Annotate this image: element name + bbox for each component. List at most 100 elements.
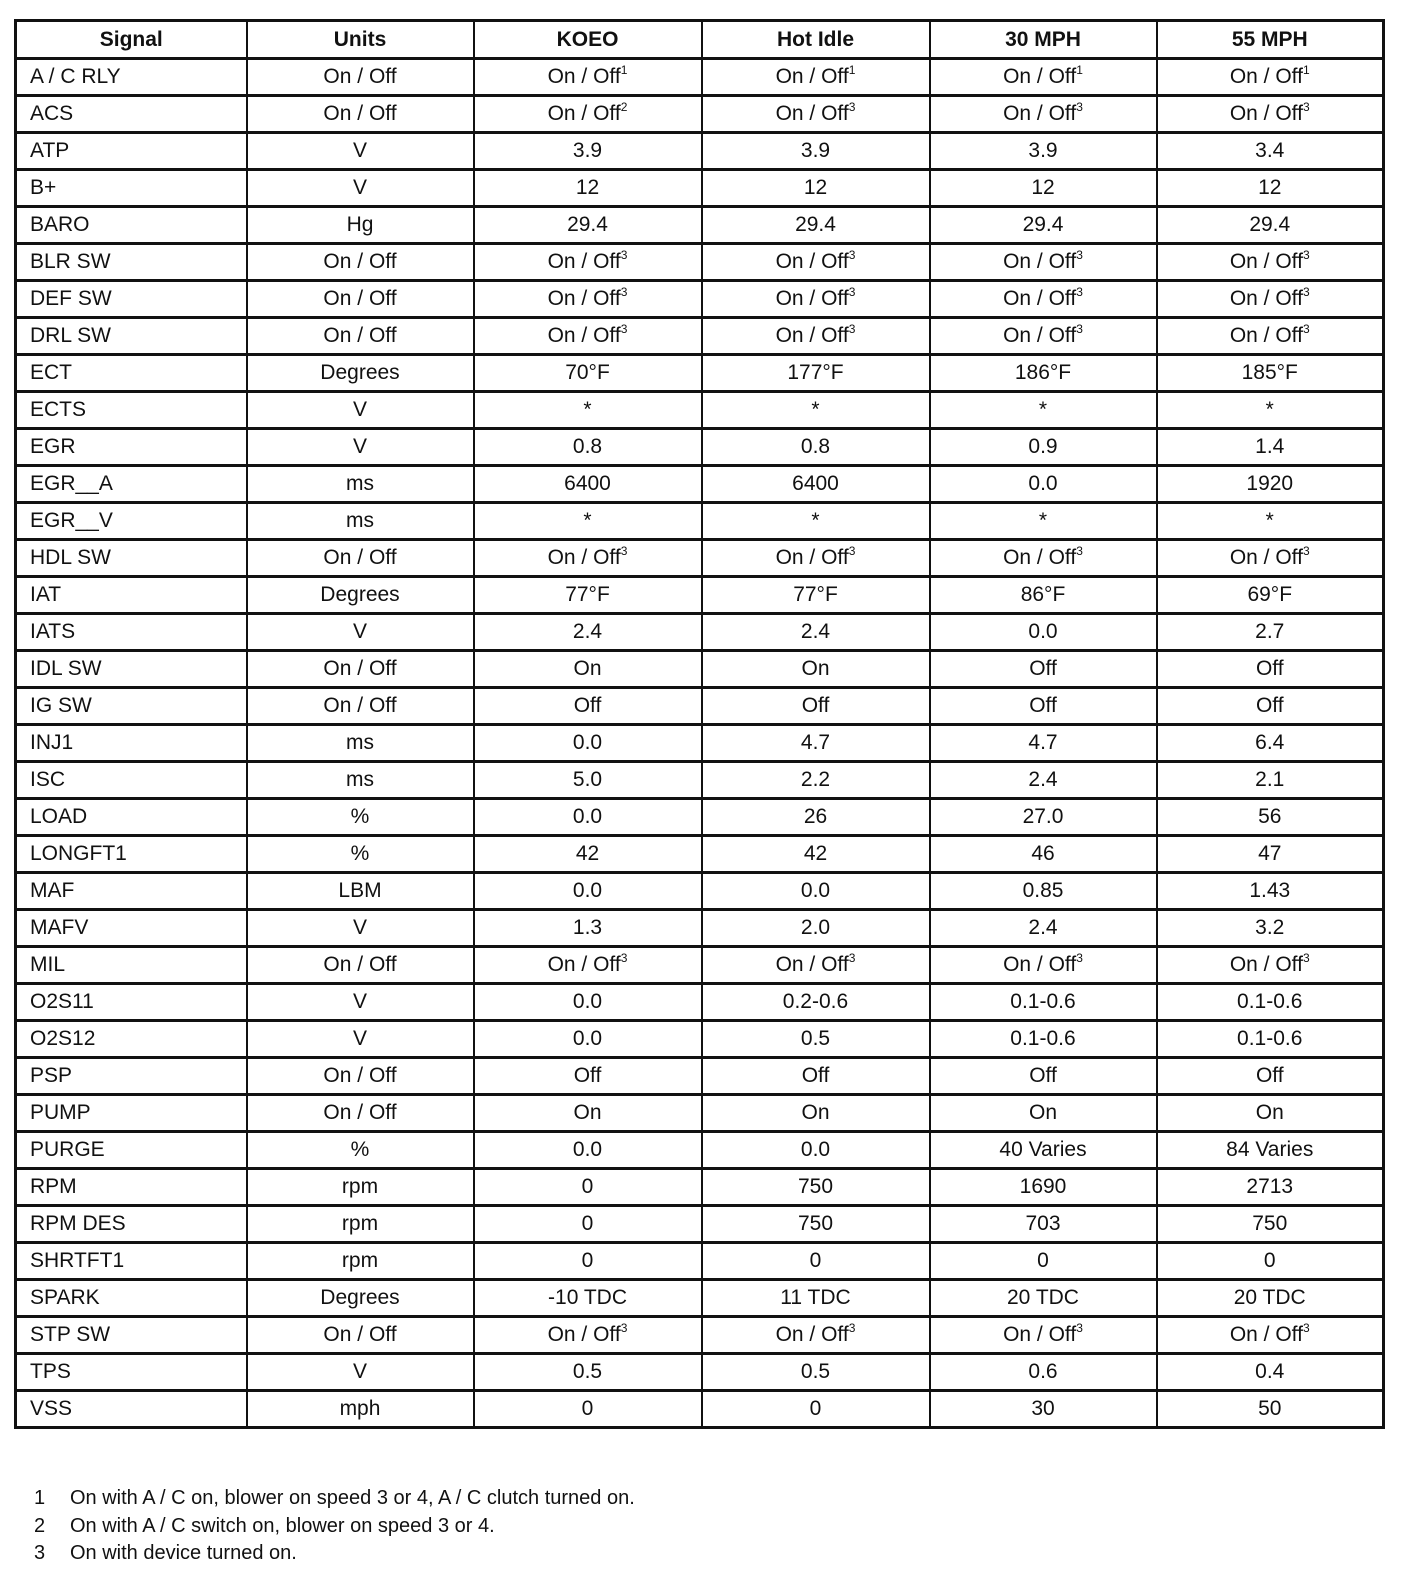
cell-value: On / Off bbox=[775, 1323, 849, 1346]
footnote-ref: 1 bbox=[848, 63, 856, 77]
cell-30-mph: 4.7 bbox=[928, 723, 1158, 763]
cell-units: Degrees bbox=[245, 1278, 475, 1318]
cell-koeo: 0.0 bbox=[472, 1130, 703, 1170]
cell-units: V bbox=[245, 168, 475, 208]
cell-signal: EGR__A bbox=[14, 464, 248, 504]
table-row: DEF SW On / Off On / Off3 On / Off3 On / Off… bbox=[14, 279, 1385, 319]
footnote-ref: 3 bbox=[1302, 1321, 1310, 1335]
cell-hot-idle: 2.2 bbox=[700, 760, 931, 800]
cell-30-mph: 1690 bbox=[928, 1167, 1158, 1207]
table-row: DRL SW On / Off On / Off3 On / Off3 On / Off… bbox=[14, 316, 1385, 356]
cell-hot-idle: * bbox=[700, 390, 931, 430]
cell-30-mph: On / Off3 bbox=[928, 945, 1158, 985]
cell-signal: IG SW bbox=[14, 686, 248, 726]
cell-value: On / Off bbox=[547, 250, 621, 273]
cell-units: On / Off bbox=[245, 538, 475, 578]
cell-value: On / Off bbox=[775, 324, 849, 347]
cell-signal: RPM DES bbox=[14, 1204, 248, 1244]
cell-signal: ECTS bbox=[14, 390, 248, 430]
cell-55-mph: * bbox=[1155, 390, 1385, 430]
cell-hot-idle: 2.4 bbox=[700, 612, 931, 652]
cell-value: On / Off bbox=[1229, 953, 1303, 976]
cell-hot-idle: * bbox=[700, 501, 931, 541]
cell-55-mph: On / Off3 bbox=[1155, 316, 1385, 356]
cell-55-mph: 12 bbox=[1155, 168, 1385, 208]
cell-hot-idle: 0.8 bbox=[700, 427, 931, 467]
cell-koeo: 3.9 bbox=[472, 131, 703, 171]
cell-30-mph: On / Off3 bbox=[928, 538, 1158, 578]
cell-value: On / Off bbox=[1003, 953, 1077, 976]
cell-koeo: On bbox=[472, 1093, 703, 1133]
cell-koeo: On bbox=[472, 649, 703, 689]
cell-hot-idle: 2.0 bbox=[700, 908, 931, 948]
cell-units: V bbox=[245, 908, 475, 948]
cell-signal: B+ bbox=[14, 168, 248, 208]
cell-koeo: Off bbox=[472, 686, 703, 726]
cell-30-mph: Off bbox=[928, 1056, 1158, 1096]
footnote-ref: 3 bbox=[1302, 100, 1310, 114]
table-row: PSP On / Off Off Off Off Off bbox=[14, 1056, 1385, 1096]
cell-hot-idle: 26 bbox=[700, 797, 931, 837]
cell-hot-idle: 11 TDC bbox=[700, 1278, 931, 1318]
cell-koeo: 0 bbox=[472, 1241, 703, 1281]
table-row: TPS V 0.5 0.5 0.6 0.4 bbox=[14, 1352, 1385, 1392]
cell-value: On / Off bbox=[1229, 65, 1303, 88]
cell-signal: ISC bbox=[14, 760, 248, 800]
cell-units: LBM bbox=[245, 871, 475, 911]
footnote-ref: 3 bbox=[620, 544, 628, 558]
header-units: Units bbox=[245, 19, 475, 60]
cell-55-mph: 0.4 bbox=[1155, 1352, 1385, 1392]
footnote-ref: 3 bbox=[620, 248, 628, 262]
cell-units: On / Off bbox=[245, 242, 475, 282]
footnote-ref: 3 bbox=[848, 248, 856, 262]
cell-signal: IAT bbox=[14, 575, 248, 615]
cell-value: On / Off bbox=[1229, 250, 1303, 273]
cell-value: On / Off bbox=[1003, 324, 1077, 347]
table-row: A / C RLY On / Off On / Off1 On / Off1 On / … bbox=[14, 57, 1385, 97]
cell-units: On / Off bbox=[245, 945, 475, 985]
cell-units: On / Off bbox=[245, 316, 475, 356]
table-row: MIL On / Off On / Off3 On / Off3 On / Off3 On… bbox=[14, 945, 1385, 985]
cell-30-mph: 86°F bbox=[928, 575, 1158, 615]
cell-koeo: 42 bbox=[472, 834, 703, 874]
cell-hot-idle: On / Off3 bbox=[700, 242, 931, 282]
table-row: PUMP On / Off On On On On bbox=[14, 1093, 1385, 1133]
cell-30-mph: 0.1-0.6 bbox=[928, 1019, 1158, 1059]
cell-koeo: 0 bbox=[472, 1204, 703, 1244]
header-55-mph: 55 MPH bbox=[1155, 19, 1385, 60]
footnote-ref: 3 bbox=[848, 1321, 856, 1335]
cell-koeo: 77°F bbox=[472, 575, 703, 615]
cell-55-mph: 20 TDC bbox=[1155, 1278, 1385, 1318]
cell-koeo: 2.4 bbox=[472, 612, 703, 652]
cell-units: On / Off bbox=[245, 1056, 475, 1096]
cell-value: On / Off bbox=[775, 546, 849, 569]
cell-hot-idle: 12 bbox=[700, 168, 931, 208]
cell-signal: LONGFT1 bbox=[14, 834, 248, 874]
cell-signal: DRL SW bbox=[14, 316, 248, 356]
cell-55-mph: Off bbox=[1155, 649, 1385, 689]
cell-value: On / Off bbox=[1003, 287, 1077, 310]
cell-koeo: 29.4 bbox=[472, 205, 703, 245]
cell-koeo: On / Off1 bbox=[472, 57, 703, 97]
footnote-ref: 3 bbox=[1302, 951, 1310, 965]
cell-koeo: 0.0 bbox=[472, 797, 703, 837]
cell-hot-idle: On / Off1 bbox=[700, 57, 931, 97]
cell-signal: HDL SW bbox=[14, 538, 248, 578]
cell-units: Degrees bbox=[245, 575, 475, 615]
cell-units: On / Off bbox=[245, 279, 475, 319]
cell-30-mph: 27.0 bbox=[928, 797, 1158, 837]
cell-hot-idle: 6400 bbox=[700, 464, 931, 504]
cell-30-mph: On / Off3 bbox=[928, 279, 1158, 319]
footnote-number: 3 bbox=[34, 1542, 46, 1564]
cell-signal: ACS bbox=[14, 94, 248, 134]
cell-30-mph: * bbox=[928, 501, 1158, 541]
cell-30-mph: 703 bbox=[928, 1204, 1158, 1244]
cell-koeo: On / Off3 bbox=[472, 242, 703, 282]
cell-55-mph: 6.4 bbox=[1155, 723, 1385, 763]
cell-hot-idle: On bbox=[700, 1093, 931, 1133]
cell-units: On / Off bbox=[245, 1315, 475, 1355]
cell-55-mph: 2713 bbox=[1155, 1167, 1385, 1207]
cell-units: On / Off bbox=[245, 57, 475, 97]
footnote-ref: 3 bbox=[620, 951, 628, 965]
cell-hot-idle: 3.9 bbox=[700, 131, 931, 171]
